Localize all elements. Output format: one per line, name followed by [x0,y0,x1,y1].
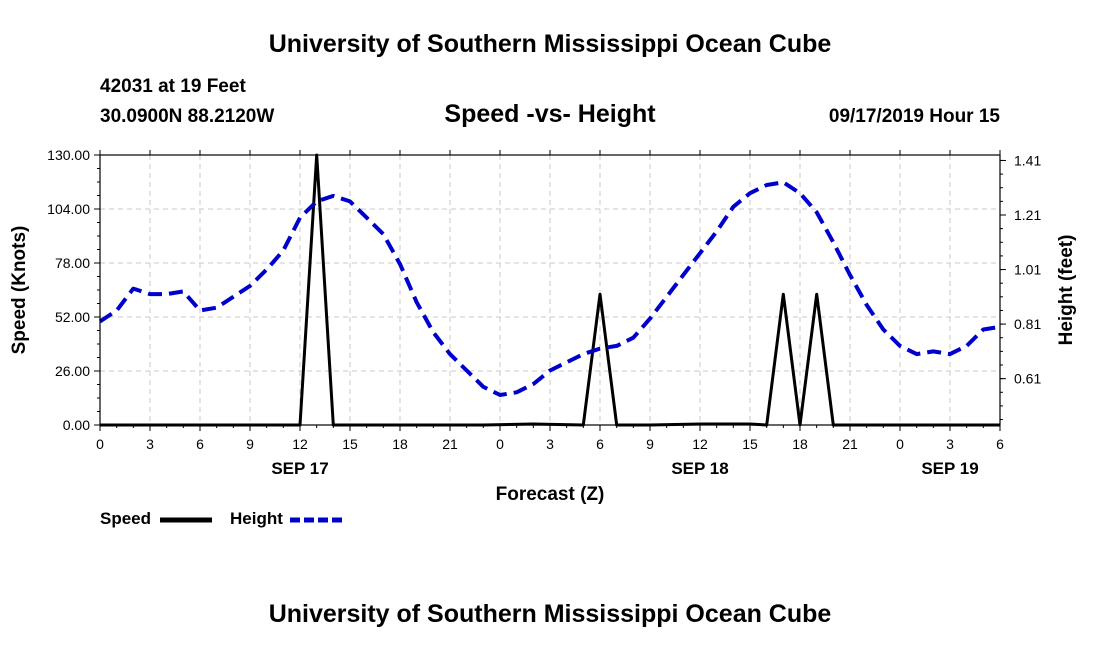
x-axis-label: Forecast (Z) [496,484,605,505]
height-series-line [98,180,1001,397]
y2-axis-label: Height (feet) [1056,235,1077,346]
x-tick-label: 12 [692,436,708,452]
x-tick-label: 12 [292,436,308,452]
page-title: University of Southern Mississippi Ocean… [268,30,832,58]
x-tick-label: 18 [392,436,408,452]
y-tick-label: 52.00 [55,309,90,325]
x-tick-label: 3 [946,436,954,452]
footer-title: University of Southern Mississippi Ocean… [268,600,832,628]
chart-axes: 0 3 6 9 12 15 18 21 0 3 6 9 12 15 18 21 0 3 6 SEP 17 SEP 18 S… [47,147,1041,478]
x-tick-label: 21 [442,436,458,452]
legend-speed-label: Speed [100,509,152,528]
x-date-label: SEP 19 [921,459,978,478]
x-tick-label: 15 [342,436,358,452]
x-tick-label: 6 [996,436,1004,452]
x-tick-label: 0 [96,436,104,452]
y-tick-label: 104.00 [47,201,90,217]
x-tick-label: 6 [596,436,604,452]
y2-tick-label: 0.61 [1014,371,1041,387]
x-tick-label: 21 [842,436,858,452]
y-axis-label: Speed (Knots) [9,226,30,355]
x-tick-label: 9 [246,436,254,452]
x-tick-label: 15 [742,436,758,452]
x-tick-label: 0 [896,436,904,452]
x-tick-label: 6 [196,436,204,452]
x-date-label: SEP 18 [671,459,728,478]
location-label: 30.0900N 88.2120W [100,106,275,127]
chart-grid [100,155,1000,425]
x-tick-label: 9 [646,436,654,452]
x-tick-label: 3 [146,436,154,452]
y-tick-label: 0.00 [63,417,90,433]
y2-tick-label: 1.21 [1014,207,1041,223]
y2-tick-label: 0.81 [1014,316,1041,332]
x-tick-label: 0 [496,436,504,452]
x-tick-label: 18 [792,436,808,452]
x-date-label: SEP 17 [271,459,328,478]
y-tick-label: 130.00 [47,147,90,163]
y-tick-label: 78.00 [55,255,90,271]
y-tick-label: 26.00 [55,363,90,379]
datetime-label: 09/17/2019 Hour 15 [828,106,1000,127]
y2-tick-label: 1.41 [1014,152,1041,168]
legend-height-label: Height [230,509,283,528]
station-label: 42031 at 19 Feet [100,76,246,97]
x-tick-label: 3 [546,436,554,452]
y2-tick-label: 1.01 [1014,262,1041,278]
chart-title: Speed -vs- Height [444,100,656,128]
